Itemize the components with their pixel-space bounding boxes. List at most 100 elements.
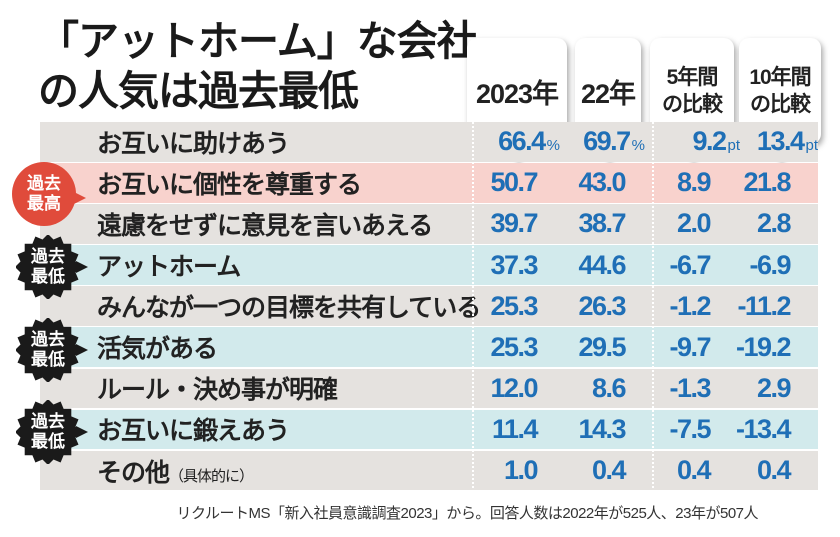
cell-number: 38.7 [578, 208, 626, 239]
cell-number: 9.2 [692, 126, 727, 157]
row-label: みんなが一つの目標を共有している [97, 288, 481, 324]
cell-value: -9.7 [669, 332, 711, 363]
cell-number: 44.6 [578, 249, 626, 280]
badge-text: 過去最低 [31, 247, 65, 287]
column-header-label: 10年間の比較 [749, 66, 811, 116]
row-label: お互いに助けあう [97, 124, 290, 160]
table-row: みんなが一つの目標を共有している 25.3 26.3 -1.2 -11.2 [40, 286, 818, 326]
cell-value: 0.4 [756, 455, 792, 486]
cell-number: 14.3 [578, 413, 626, 444]
cell-number: 26.3 [578, 290, 626, 321]
cell-value: 39.7 [490, 208, 538, 239]
cell-number: -13.4 [735, 413, 792, 444]
cell-number: -6.9 [749, 249, 791, 280]
record-high-badge: 過去最高 [12, 162, 86, 227]
record-low-badge: 過去最低 [16, 317, 88, 382]
cell-value: -19.2 [736, 332, 792, 363]
row-label-text: 遠慮をせずに意見を言いあえる [97, 211, 433, 240]
cell-number: 66.4 [498, 126, 546, 157]
cell-number: 2.8 [756, 208, 792, 239]
cell-value: 9.2 pt [692, 126, 740, 157]
cell-value: 11.4 [492, 414, 539, 445]
row-label: お互いに個性を尊重する [97, 165, 362, 201]
cell-value: 13.4 pt [757, 126, 818, 157]
cell-number: 0.4 [591, 455, 627, 485]
cell-number: 25.3 [490, 290, 538, 321]
cell-number: 0.4 [756, 455, 792, 485]
cell-number: 69.7 [583, 126, 631, 157]
row-label-text: みんなが一つの目標を共有している [97, 294, 481, 323]
cell-value: 25.3 [490, 331, 538, 363]
cell-value: -7.5 [669, 413, 711, 445]
cell-value: -1.2 [669, 290, 711, 322]
cell-value: -13.4 [735, 413, 792, 445]
cell-value: -6.9 [749, 249, 791, 281]
badge-text: 過去最低 [31, 411, 65, 451]
cell-number: 13.4 [756, 126, 805, 157]
row-label-text: その他 [97, 458, 170, 487]
cell-number: 8.6 [591, 372, 627, 403]
cell-value: 44.6 [578, 249, 626, 281]
cell-value: 43.0 [578, 167, 626, 198]
cell-number: -11.2 [737, 290, 791, 321]
cell-number: 2.9 [756, 372, 792, 403]
table-row: ルール・決め事が明確 12.0 8.6 -1.3 2.9 [40, 368, 818, 409]
cell-number: 37.3 [490, 249, 538, 280]
cell-value: 0.4 [591, 455, 627, 486]
table-row: その他（具体的に） 1.0 0.4 0.4 0.4 [40, 450, 818, 491]
cell-number: 21.8 [743, 167, 791, 198]
cell-number: 43.0 [578, 167, 626, 198]
row-label-text: アットホーム [97, 253, 241, 282]
row-label: ルール・決め事が明確 [97, 370, 338, 406]
table-row: お互いに助けあう 66.4% 69.7% 9.2 pt 13.4 pt [40, 122, 818, 162]
cell-value: 14.3 [578, 413, 626, 445]
burst-shape-icon [16, 235, 88, 300]
headline: 「アットホーム」な会社 の人気は過去最低 [38, 16, 478, 116]
row-label-text: 活気がある [97, 335, 218, 364]
burst-shape-icon [16, 317, 88, 382]
cell-number: -7.5 [669, 413, 711, 444]
cell-number: -1.2 [669, 290, 711, 321]
unit-label: % [546, 137, 560, 155]
row-label: 活気がある [97, 329, 218, 365]
cell-value: 37.3 [490, 249, 538, 281]
column-divider [652, 122, 654, 492]
unit-label: % [631, 137, 645, 155]
record-low-badge: 過去最低 [16, 235, 88, 300]
headline-line-1: 「アットホーム」な会社 [38, 18, 478, 64]
table-row: アットホーム 37.3 44.6 -6.7 -6.9 [40, 245, 818, 285]
cell-value: 29.5 [578, 332, 626, 363]
table-row: 遠慮をせずに意見を言いあえる 39.7 38.7 2.0 2.8 [40, 204, 818, 244]
cell-value: 66.4% [498, 126, 560, 157]
cell-value: 0.4 [676, 455, 712, 486]
cell-value: 50.7 [490, 167, 538, 198]
cell-number: 0.4 [676, 455, 712, 485]
cell-value: 2.0 [676, 208, 712, 239]
source-note: リクルートMS「新入社員意識調査2023」から。回答人数は2022年が525人、… [176, 505, 758, 522]
data-table: お互いに助けあう 66.4% 69.7% 9.2 pt 13.4 pt お互いに個性を尊重する… [40, 122, 818, 492]
row-label-text: お互いに鍛えあう [97, 417, 290, 446]
row-label-text: お互いに個性を尊重する [97, 170, 362, 199]
cell-value: 25.3 [490, 290, 538, 322]
cell-number: 8.9 [676, 167, 712, 198]
cell-value: 26.3 [578, 290, 626, 322]
cell-number: 12.0 [490, 372, 538, 403]
row-label-text: お互いに助けあう [97, 129, 290, 158]
row-label: お互いに鍛えあう [97, 411, 290, 447]
unit-label: pt [727, 137, 740, 155]
cell-value: 8.6 [591, 372, 627, 404]
cell-number: -6.7 [669, 249, 711, 280]
cell-number: 2.0 [676, 208, 712, 239]
cell-number: 25.3 [490, 331, 538, 362]
cell-value: 21.8 [743, 167, 791, 198]
column-header-label: 5年間の比較 [662, 66, 723, 116]
badge-text: 過去最低 [31, 329, 65, 369]
table-row: お互いに個性を尊重する 50.7 43.0 8.9 21.8 [40, 163, 818, 203]
row-label: その他（具体的に） [97, 453, 254, 489]
cell-value: -11.2 [737, 290, 791, 322]
table-row: お互いに鍛えあう 11.4 14.3 -7.5 -13.4 [40, 409, 818, 450]
row-label-note: （具体的に） [169, 467, 254, 485]
burst-shape-icon [16, 399, 88, 464]
cell-value: -1.3 [669, 373, 711, 404]
badge-text: 過去最高 [27, 174, 61, 214]
